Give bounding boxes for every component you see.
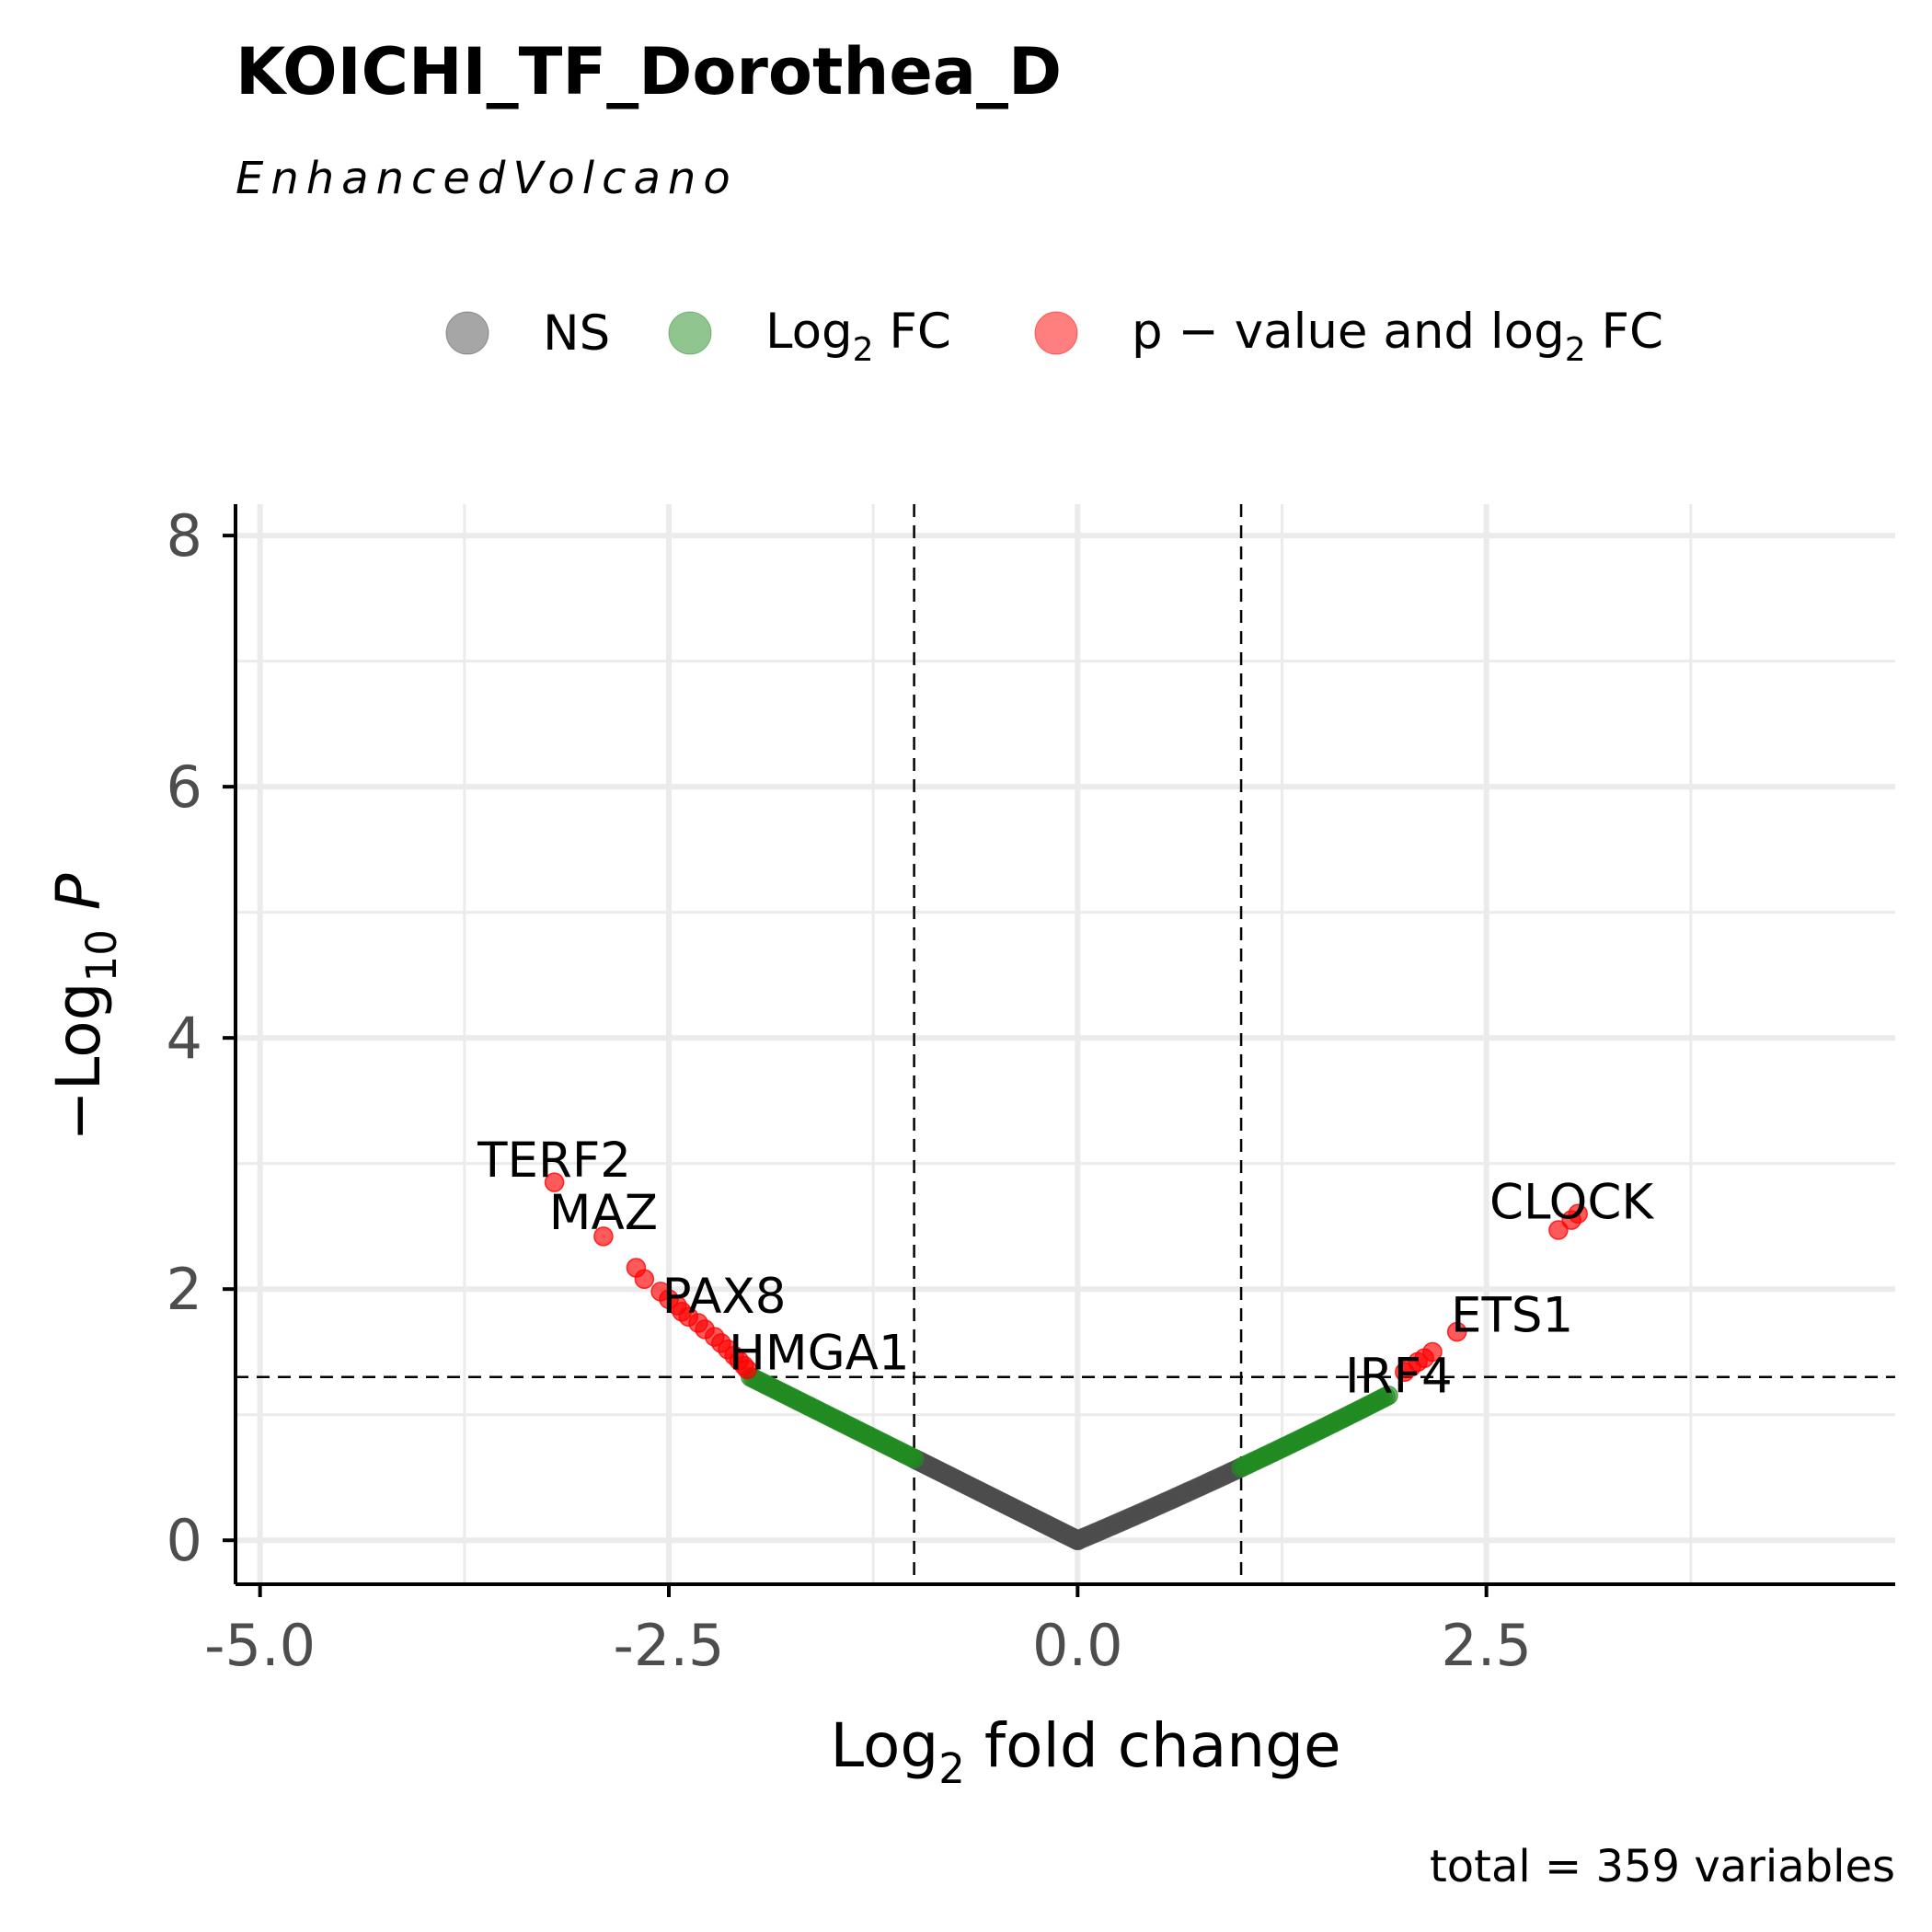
y-tick-label: 6 (167, 753, 202, 821)
x-tick-label: -2.5 (614, 1612, 725, 1679)
plot-grid (236, 504, 1895, 1584)
y-axis-title: −Log10 P (43, 873, 126, 1141)
legend-label-fc: Log2 FC (765, 304, 951, 369)
data-point (737, 1359, 758, 1380)
data-point (1378, 1386, 1398, 1406)
legend-key-p-fc (1034, 311, 1078, 355)
data-point (903, 1448, 925, 1469)
x-tick-label: -5.0 (204, 1612, 316, 1679)
data-point (1548, 1220, 1569, 1240)
x-tick-label: 2.5 (1441, 1612, 1532, 1679)
chart-subtitle: EnhancedVolcano (236, 153, 738, 204)
legend-label-ns: NS (543, 305, 610, 362)
y-tick-label: 4 (167, 1005, 202, 1072)
axes (234, 504, 1895, 1586)
y-tick-label: 8 (167, 502, 202, 569)
y-tick-label: 2 (167, 1256, 202, 1323)
legend: NS Log2 FC p − value and log2 FC (445, 304, 1663, 369)
point-label: HMGA1 (729, 1326, 910, 1382)
point-label: PAX8 (662, 1269, 787, 1325)
data-point (1568, 1203, 1588, 1225)
legend-label-p-fc: p − value and log2 FC (1132, 304, 1663, 369)
data-point (1446, 1321, 1467, 1342)
caption: total = 359 variables (1430, 1841, 1895, 1892)
data-point (593, 1226, 614, 1247)
x-tick-label: 0.0 (1032, 1612, 1123, 1679)
data-point (1422, 1341, 1443, 1363)
y-tick-label: 0 (167, 1507, 202, 1574)
cutoff-lines (236, 504, 1895, 1584)
legend-key-ns (445, 311, 489, 355)
data-point (634, 1269, 655, 1290)
point-label: MAZ (549, 1185, 658, 1241)
x-axis-title: Log2 fold change (830, 1710, 1340, 1793)
tick-labels: -5.0 -2.5 0.0 2.5 0 2 4 6 8 (167, 502, 1532, 1679)
data-points (544, 1172, 1588, 1550)
data-point (544, 1172, 565, 1192)
point-label: IRF4 (1345, 1348, 1453, 1404)
chart-title: KOICHI_TF_Dorothea_D (236, 34, 1062, 109)
point-label: ETS1 (1451, 1288, 1573, 1344)
point-label: TERF2 (477, 1133, 631, 1189)
point-label: CLOCK (1489, 1174, 1654, 1230)
legend-key-fc (668, 311, 712, 355)
